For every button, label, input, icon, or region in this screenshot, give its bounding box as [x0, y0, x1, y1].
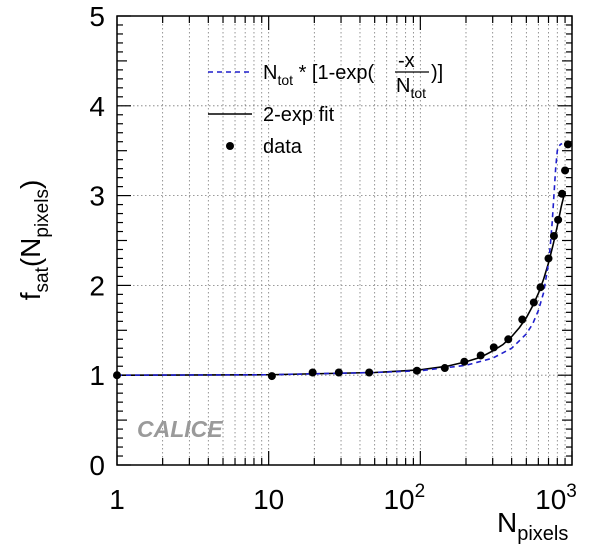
data-point	[460, 357, 469, 366]
series-2exp-fit-line	[116, 190, 566, 376]
data-point	[544, 254, 553, 263]
data-point	[558, 189, 567, 198]
plot-frame	[116, 15, 573, 466]
legend-entry-data: data	[263, 136, 303, 158]
x-axis-title: Npixels	[497, 507, 568, 545]
y-tick-label: 4	[89, 91, 105, 122]
legend: Ntot * [1-exp( -x Ntot )] 2-exp fit data	[208, 50, 443, 158]
data-point	[529, 298, 538, 307]
x-tick-label: 1	[109, 484, 125, 515]
x-title-n: N	[497, 507, 517, 538]
data-point	[536, 283, 545, 292]
data-point	[365, 368, 374, 377]
legend-ntot-main: N	[263, 62, 277, 84]
data-point	[267, 372, 276, 381]
y-tick-label: 1	[89, 360, 105, 391]
data-point	[518, 315, 527, 324]
x-tick-label: 103	[535, 481, 577, 515]
legend-frac-den-main: N	[396, 75, 410, 97]
legend-exp-text: * [1-exp(	[293, 62, 374, 84]
legend-entry-2exp-fit: 2-exp fit	[263, 104, 335, 126]
data-point	[476, 351, 485, 360]
data-point	[561, 166, 570, 175]
legend-fraction-denominator: Ntot	[396, 75, 426, 101]
y-title-pixels: pixels	[32, 189, 53, 238]
data-points	[113, 140, 572, 381]
data-point	[554, 215, 563, 224]
y-title-close-paren: )	[15, 180, 46, 189]
y-title-n: N	[15, 238, 46, 258]
y-title-sat: sat	[32, 266, 53, 292]
grid	[117, 16, 572, 465]
data-point	[440, 364, 449, 373]
data-point	[549, 232, 558, 241]
y-axis-ticks: 0 1 2 3 4 5	[89, 1, 572, 481]
legend-entry-ntot-saturation: Ntot * [1-exp(	[263, 62, 375, 88]
series-ntot-saturation-dashed-line	[116, 142, 563, 376]
y-tick-label: 2	[89, 270, 105, 301]
data-point	[412, 366, 421, 375]
legend-frac-den-sub: tot	[410, 85, 426, 101]
y-title-f: f	[15, 292, 46, 300]
y-tick-label: 5	[89, 1, 105, 32]
x-tick-label: 10	[253, 484, 284, 515]
data-point	[308, 368, 317, 377]
data-point	[334, 368, 343, 377]
legend-marker-swatch	[226, 142, 234, 150]
y-axis-title: fsat(Npixels)	[15, 180, 53, 301]
data-point	[489, 343, 498, 352]
x-tick-label: 102	[383, 481, 425, 515]
y-title-open-paren: (	[15, 257, 46, 267]
data-point	[563, 140, 572, 149]
x-title-pixels: pixels	[517, 523, 568, 545]
legend-fraction-numerator: -x	[398, 50, 415, 72]
legend-closing-bracket: )]	[431, 62, 443, 84]
calice-watermark: CALICE	[137, 416, 223, 442]
y-tick-label: 0	[89, 450, 105, 481]
y-tick-label: 3	[89, 181, 105, 212]
data-point	[504, 335, 513, 344]
legend-ntot-sub: tot	[277, 72, 293, 88]
